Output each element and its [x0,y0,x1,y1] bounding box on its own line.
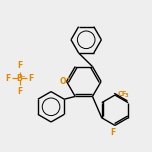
Text: +: + [65,76,70,81]
Text: −: − [20,73,25,78]
Text: F: F [5,74,10,83]
Text: F: F [111,128,116,137]
Text: F: F [17,86,22,95]
Text: 3: 3 [125,93,128,98]
Text: B: B [17,74,22,83]
Text: O: O [59,77,66,86]
Text: F: F [17,61,22,70]
Text: F: F [29,74,34,83]
Text: CF: CF [118,91,127,97]
